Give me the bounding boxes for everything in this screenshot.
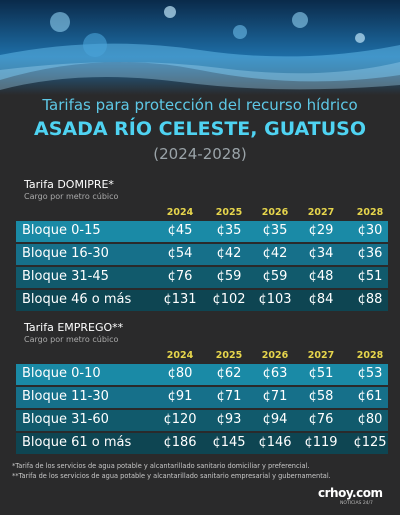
table-row: [16, 410, 388, 431]
rate-cell: ¢51: [308, 366, 334, 381]
row-label: Bloque 61 o más: [22, 435, 132, 450]
table-row: [16, 290, 388, 311]
rate-cell: ¢76: [308, 412, 334, 427]
column-year: 2027: [307, 350, 335, 361]
logo: crhoy.com: [318, 486, 383, 500]
rate-cell: ¢42: [262, 246, 288, 261]
column-year: 2026: [261, 207, 289, 218]
footnote: **Tarifa de los servicios de agua potabl…: [12, 472, 331, 480]
rate-cell: ¢51: [357, 269, 383, 284]
title: ASADA RÍO CELESTE, GUATUSO: [33, 118, 366, 140]
footnote: *Tarifa de los servicios de agua potable…: [12, 462, 310, 470]
table-note: Cargo por metro cúbico: [24, 192, 119, 201]
column-year: 2024: [166, 350, 194, 361]
rate-cell: ¢80: [357, 412, 383, 427]
rate-cell: ¢146: [258, 435, 292, 450]
column-year: 2028: [356, 350, 384, 361]
rate-cell: ¢35: [216, 223, 242, 238]
table-row: [16, 433, 388, 454]
column-year: 2027: [307, 207, 335, 218]
rate-cell: ¢186: [163, 435, 197, 450]
rate-cell: ¢102: [212, 292, 246, 307]
rate-cell: ¢125: [353, 435, 387, 450]
row-label: Bloque 16-30: [22, 246, 109, 261]
subtitle: Tarifas para protección del recurso hídr…: [42, 96, 358, 114]
rate-cell: ¢103: [258, 292, 292, 307]
rate-cell: ¢71: [262, 389, 288, 404]
logo-tagline: NOTICIAS 24/7: [340, 501, 373, 506]
rate-cell: ¢36: [357, 246, 383, 261]
rate-cell: ¢48: [308, 269, 334, 284]
rate-cell: ¢84: [308, 292, 334, 307]
rate-cell: ¢61: [357, 389, 383, 404]
rate-cell: ¢91: [167, 389, 193, 404]
rate-cell: ¢35: [262, 223, 288, 238]
period: (2024-2028): [153, 145, 247, 163]
rate-cell: ¢58: [308, 389, 334, 404]
column-year: 2026: [261, 350, 289, 361]
rate-cell: ¢30: [357, 223, 383, 238]
column-year: 2025: [215, 207, 243, 218]
rate-cell: ¢120: [163, 412, 197, 427]
rate-cell: ¢45: [167, 223, 193, 238]
row-label: Bloque 0-15: [22, 223, 101, 238]
row-label: Bloque 11-30: [22, 389, 109, 404]
rate-cell: ¢59: [216, 269, 242, 284]
row-label: Bloque 31-45: [22, 269, 109, 284]
rate-cell: ¢119: [304, 435, 338, 450]
rate-cell: ¢80: [167, 366, 193, 381]
rate-cell: ¢54: [167, 246, 193, 261]
column-year: 2024: [166, 207, 194, 218]
table-row: [16, 244, 388, 265]
rate-cell: ¢42: [216, 246, 242, 261]
rate-cell: ¢131: [163, 292, 197, 307]
rate-cell: ¢93: [216, 412, 242, 427]
rate-cell: ¢94: [262, 412, 288, 427]
table-title: Tarifa DOMIPRE*: [24, 178, 114, 191]
row-label: Bloque 0-10: [22, 366, 101, 381]
row-label: Bloque 31-60: [22, 412, 109, 427]
rate-cell: ¢76: [167, 269, 193, 284]
column-year: 2028: [356, 207, 384, 218]
table-row: [16, 387, 388, 408]
table-note: Cargo por metro cúbico: [24, 335, 119, 344]
rate-cell: ¢62: [216, 366, 242, 381]
table-row: [16, 221, 388, 242]
table-row: [16, 267, 388, 288]
rate-cell: ¢34: [308, 246, 334, 261]
table-title: Tarifa EMPREGO**: [24, 321, 124, 334]
rate-cell: ¢71: [216, 389, 242, 404]
rate-cell: ¢59: [262, 269, 288, 284]
column-year: 2025: [215, 350, 243, 361]
rate-cell: ¢63: [262, 366, 288, 381]
rate-cell: ¢53: [357, 366, 383, 381]
rate-cell: ¢88: [357, 292, 383, 307]
rate-cell: ¢145: [212, 435, 246, 450]
table-row: [16, 364, 388, 385]
rate-cell: ¢29: [308, 223, 334, 238]
row-label: Bloque 46 o más: [22, 292, 132, 307]
water-banner: [0, 0, 400, 95]
